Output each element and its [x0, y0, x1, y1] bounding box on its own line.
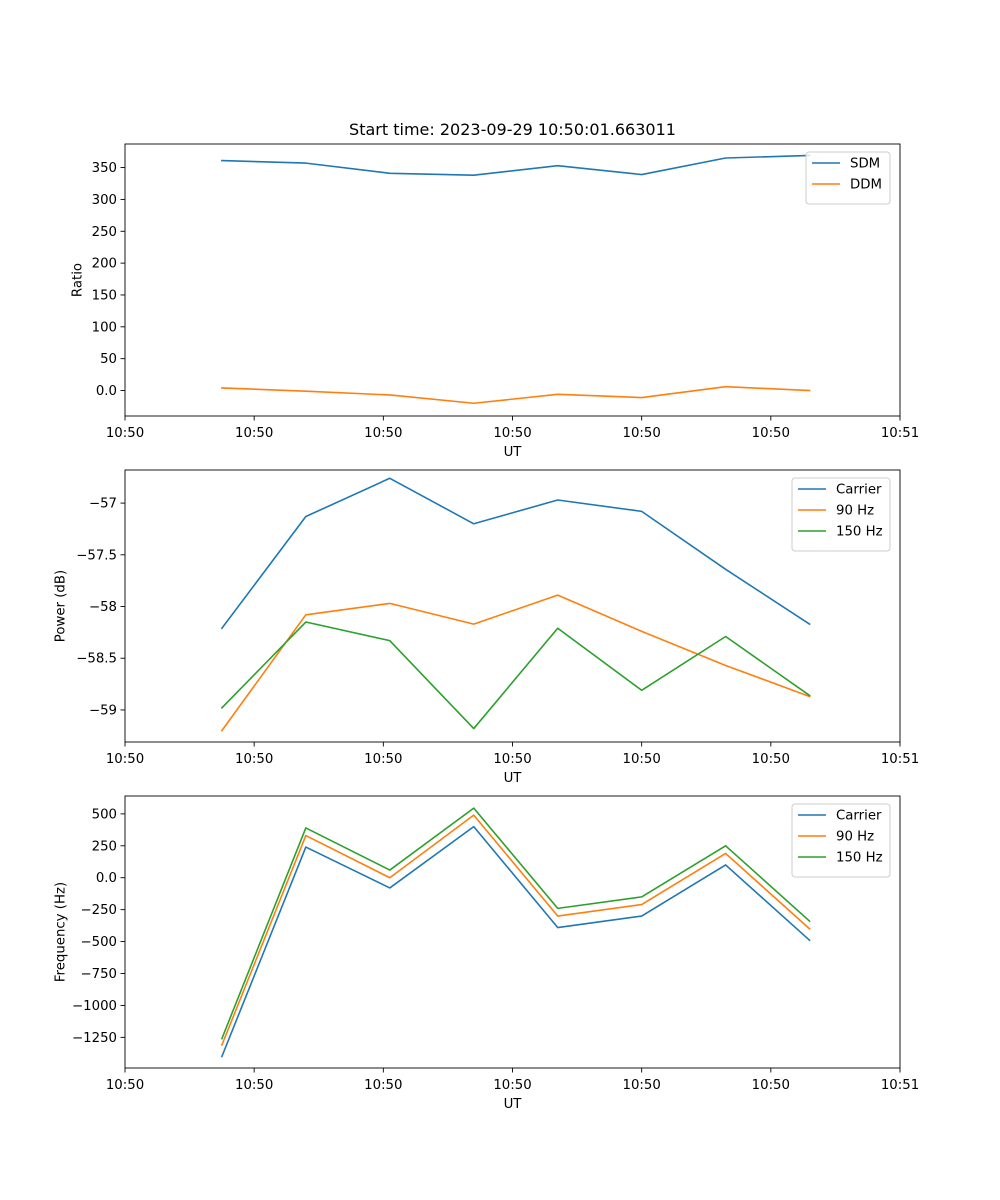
- x-tick-label: 10:50: [106, 752, 144, 767]
- y-tick-label: 100: [92, 320, 117, 335]
- legend-label: 150 Hz: [836, 851, 883, 866]
- x-tick-label: 10:50: [364, 1078, 402, 1093]
- x-axis-label: UT: [504, 771, 523, 786]
- legend-box: [791, 477, 891, 552]
- series-line-150-hz: [220, 621, 811, 730]
- legend-box: [791, 803, 891, 878]
- y-tick-label: −57: [89, 497, 117, 512]
- x-tick-label: 10:50: [623, 426, 661, 441]
- y-tick-label: −58: [89, 600, 117, 615]
- series-line-150-hz: [220, 807, 811, 1040]
- y-axis-label: Power (dB): [54, 570, 69, 642]
- y-tick-label: −750: [80, 967, 117, 982]
- y-tick-label: −250: [80, 903, 117, 918]
- x-tick-label: 10:50: [752, 1078, 790, 1093]
- x-tick-label: 10:51: [881, 1078, 919, 1093]
- x-tick-label: 10:50: [493, 426, 531, 441]
- legend: Carrier 90 Hz 150 Hz: [791, 477, 891, 552]
- x-tick-label: 10:50: [106, 426, 144, 441]
- y-tick-label: −1250: [72, 1031, 117, 1046]
- y-tick-label: 250: [92, 839, 117, 854]
- legend-label: 150 Hz: [836, 525, 883, 540]
- x-tick-label: 10:50: [106, 1078, 144, 1093]
- x-tick-label: 10:50: [623, 1078, 661, 1093]
- y-tick-label: 0.0: [96, 384, 117, 399]
- y-tick-label: −59: [89, 703, 117, 718]
- y-tick-label: 350: [92, 161, 117, 176]
- y-axis-label: Frequency (Hz): [54, 882, 69, 982]
- series-line-carrier: [220, 825, 811, 1058]
- x-tick-label: 10:51: [881, 426, 919, 441]
- series-line-carrier: [220, 477, 811, 630]
- legend: Carrier 90 Hz 150 Hz: [791, 803, 891, 878]
- series-line-90-hz: [220, 594, 811, 732]
- x-tick-label: 10:50: [235, 1078, 273, 1093]
- panel-1: 10:50 10:50 10:50 10:50 10:50 10:50 10:51 UT 0.0…: [71, 143, 919, 460]
- x-tick-label: 10:50: [752, 426, 790, 441]
- y-tick-label: 250: [92, 225, 117, 240]
- y-tick-label: 150: [92, 288, 117, 303]
- y-axis: 0.0 50 100 150 200 250 300 350 Ratio: [71, 161, 125, 399]
- y-tick-label: 50: [100, 352, 117, 367]
- y-tick-label: −500: [80, 935, 117, 950]
- legend-label: 90 Hz: [836, 504, 874, 519]
- figure-title: Start time: 2023-09-29 10:50:01.663011: [349, 120, 676, 139]
- y-tick-label: 500: [92, 807, 117, 822]
- y-tick-label: 300: [92, 193, 117, 208]
- x-tick-label: 10:50: [364, 752, 402, 767]
- series-line-sdm: [221, 154, 811, 177]
- y-axis: −1250 −1000 −750 −500 −250 0.0 250 500 Frequency…: [54, 807, 125, 1046]
- y-tick-label: −57.5: [76, 548, 117, 563]
- legend-label: Carrier: [836, 483, 882, 498]
- x-axis: 10:50 10:50 10:50 10:50 10:50 10:50 10:51 UT: [106, 1068, 919, 1112]
- x-tick-label: 10:50: [623, 752, 661, 767]
- legend-box: [805, 151, 891, 205]
- series-line-90-hz: [220, 814, 811, 1047]
- x-tick-label: 10:50: [235, 752, 273, 767]
- panel-3: 10:50 10:50 10:50 10:50 10:50 10:50 10:51 UT −12…: [54, 795, 919, 1112]
- y-tick-label: 200: [92, 257, 117, 272]
- x-axis-label: UT: [504, 445, 523, 460]
- x-tick-label: 10:50: [752, 752, 790, 767]
- x-axis: 10:50 10:50 10:50 10:50 10:50 10:50 10:51 UT: [106, 742, 919, 786]
- series-lines: [220, 477, 811, 732]
- y-tick-label: 0.0: [96, 871, 117, 886]
- panel-2: 10:50 10:50 10:50 10:50 10:50 10:50 10:51 UT −59…: [54, 469, 919, 786]
- x-tick-label: 10:50: [493, 752, 531, 767]
- series-lines: [221, 154, 811, 405]
- legend-label: DDM: [850, 178, 882, 193]
- series-line-ddm: [221, 385, 811, 405]
- x-axis: 10:50 10:50 10:50 10:50 10:50 10:50 10:51 UT: [106, 416, 919, 460]
- y-axis-label: Ratio: [71, 263, 86, 297]
- y-tick-label: −1000: [72, 999, 117, 1014]
- x-axis-label: UT: [504, 1097, 523, 1112]
- legend-label: SDM: [850, 157, 880, 172]
- panels: 10:50 10:50 10:50 10:50 10:50 10:50 10:51 UT 0.0…: [54, 143, 919, 1112]
- x-tick-label: 10:51: [881, 752, 919, 767]
- x-tick-label: 10:50: [364, 426, 402, 441]
- legend: SDM DDM: [805, 151, 891, 205]
- legend-label: 90 Hz: [836, 830, 874, 845]
- y-axis: −59 −58.5 −58 −57.5 −57 Power (dB): [54, 497, 125, 718]
- x-tick-label: 10:50: [235, 426, 273, 441]
- y-tick-label: −58.5: [76, 652, 117, 667]
- x-tick-label: 10:50: [493, 1078, 531, 1093]
- series-lines: [220, 807, 811, 1058]
- legend-label: Carrier: [836, 809, 882, 824]
